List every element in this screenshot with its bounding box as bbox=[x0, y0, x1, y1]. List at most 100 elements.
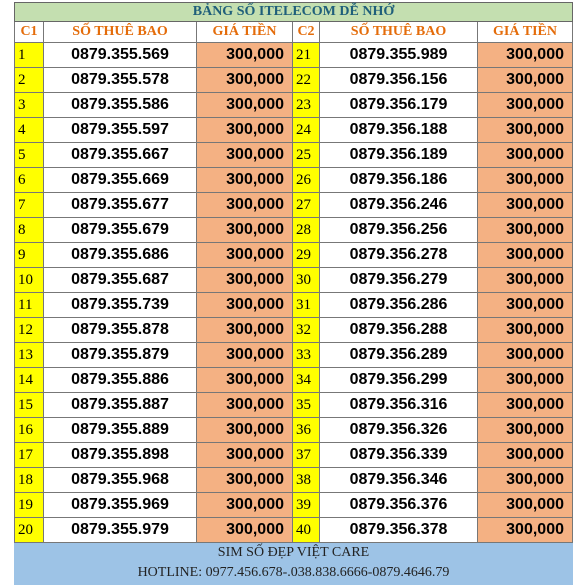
phone-number: 0879.355.586 bbox=[44, 93, 197, 118]
price: 300,000 bbox=[197, 43, 293, 68]
row-index: 33 bbox=[293, 343, 320, 368]
column-header: SỐ THUÊ BAO bbox=[320, 22, 478, 43]
phone-number: 0879.355.667 bbox=[44, 143, 197, 168]
price: 300,000 bbox=[478, 168, 573, 193]
row-index: 2 bbox=[14, 68, 44, 93]
column-header: GIÁ TIỀN bbox=[197, 22, 293, 43]
price: 300,000 bbox=[197, 168, 293, 193]
row-index: 7 bbox=[14, 193, 44, 218]
row-index: 15 bbox=[14, 393, 44, 418]
phone-number: 0879.355.569 bbox=[44, 43, 197, 68]
price: 300,000 bbox=[197, 93, 293, 118]
table-row: 2 0879.355.578 300,000 22 0879.356.156 300,00… bbox=[14, 68, 573, 93]
footer-line: SIM SỐ ĐẸP VIỆT CARE bbox=[217, 545, 370, 560]
table-row: 1 0879.355.569 300,000 21 0879.355.989 300,00… bbox=[14, 43, 573, 68]
phone-number: 0879.356.316 bbox=[320, 393, 478, 418]
row-index: 37 bbox=[293, 443, 320, 468]
price: 300,000 bbox=[197, 293, 293, 318]
price: 300,000 bbox=[478, 268, 573, 293]
table-row: 6 0879.355.669 300,000 26 0879.356.186 300,00… bbox=[14, 168, 573, 193]
phone-number: 0879.355.686 bbox=[44, 243, 197, 268]
phone-number: 0879.355.968 bbox=[44, 468, 197, 493]
price: 300,000 bbox=[197, 268, 293, 293]
price: 300,000 bbox=[197, 468, 293, 493]
table-row: 14 0879.355.886 300,000 34 0879.356.299 300,0… bbox=[14, 368, 573, 393]
price: 300,000 bbox=[478, 318, 573, 343]
phone-number: 0879.355.989 bbox=[320, 43, 478, 68]
price: 300,000 bbox=[478, 43, 573, 68]
row-index: 22 bbox=[293, 68, 320, 93]
table-row: 3 0879.355.586 300,000 23 0879.356.179 300,00… bbox=[14, 93, 573, 118]
table-row: 17 0879.355.898 300,000 37 0879.356.339 300,0… bbox=[14, 443, 573, 468]
table-row: 7 0879.355.677 300,000 27 0879.356.246 300,00… bbox=[14, 193, 573, 218]
phone-number: 0879.355.597 bbox=[44, 118, 197, 143]
row-index: 18 bbox=[14, 468, 44, 493]
row-index: 29 bbox=[293, 243, 320, 268]
phone-number: 0879.355.878 bbox=[44, 318, 197, 343]
row-index: 11 bbox=[14, 293, 44, 318]
phone-number: 0879.355.889 bbox=[44, 418, 197, 443]
footer-line: HOTLINE: 0977.456.678-.038.838.6666-0879… bbox=[137, 565, 450, 580]
price: 300,000 bbox=[478, 93, 573, 118]
phone-number: 0879.356.376 bbox=[320, 493, 478, 518]
column-header: C1 bbox=[14, 22, 44, 43]
column-header: C2 bbox=[293, 22, 320, 43]
phone-number: 0879.356.299 bbox=[320, 368, 478, 393]
phone-number: 0879.356.246 bbox=[320, 193, 478, 218]
row-index: 5 bbox=[14, 143, 44, 168]
row-index: 24 bbox=[293, 118, 320, 143]
price: 300,000 bbox=[478, 418, 573, 443]
table-row: 10 0879.355.687 300,000 30 0879.356.279 300,0… bbox=[14, 268, 573, 293]
table-row: 15 0879.355.887 300,000 35 0879.356.316 300,0… bbox=[14, 393, 573, 418]
price: 300,000 bbox=[478, 118, 573, 143]
row-index: 8 bbox=[14, 218, 44, 243]
price: 300,000 bbox=[197, 493, 293, 518]
phone-number: 0879.355.679 bbox=[44, 218, 197, 243]
row-index: 34 bbox=[293, 368, 320, 393]
phone-number: 0879.355.677 bbox=[44, 193, 197, 218]
price: 300,000 bbox=[197, 393, 293, 418]
phone-number: 0879.356.279 bbox=[320, 268, 478, 293]
phone-number: 0879.356.179 bbox=[320, 93, 478, 118]
price: 300,000 bbox=[197, 418, 293, 443]
header-row: C1 SỐ THUÊ BAO GIÁ TIỀN C2 SỐ THUÊ BAO GIÁ TI… bbox=[14, 22, 573, 43]
price: 300,000 bbox=[478, 393, 573, 418]
price: 300,000 bbox=[197, 368, 293, 393]
table-row: 11 0879.355.739 300,000 31 0879.356.286 300,0… bbox=[14, 293, 573, 318]
phone-number: 0879.356.278 bbox=[320, 243, 478, 268]
price: 300,000 bbox=[478, 518, 573, 543]
row-index: 12 bbox=[14, 318, 44, 343]
phone-number: 0879.356.288 bbox=[320, 318, 478, 343]
phone-number: 0879.355.898 bbox=[44, 443, 197, 468]
row-index: 38 bbox=[293, 468, 320, 493]
table-row: 9 0879.355.686 300,000 29 0879.356.278 300,00… bbox=[14, 243, 573, 268]
price: 300,000 bbox=[478, 68, 573, 93]
row-index: 1 bbox=[14, 43, 44, 68]
phone-number: 0879.356.156 bbox=[320, 68, 478, 93]
price: 300,000 bbox=[197, 343, 293, 368]
row-index: 30 bbox=[293, 268, 320, 293]
price: 300,000 bbox=[478, 293, 573, 318]
phone-number: 0879.355.687 bbox=[44, 268, 197, 293]
row-index: 6 bbox=[14, 168, 44, 193]
price: 300,000 bbox=[478, 243, 573, 268]
row-index: 17 bbox=[14, 443, 44, 468]
row-index: 35 bbox=[293, 393, 320, 418]
price: 300,000 bbox=[197, 443, 293, 468]
table-wrap: BẢNG SỐ ITELECOM DỄ NHỚ C1 SỐ THUÊ BAO GIÁ… bbox=[14, 2, 573, 543]
phone-number: 0879.356.186 bbox=[320, 168, 478, 193]
price: 300,000 bbox=[197, 143, 293, 168]
row-index: 36 bbox=[293, 418, 320, 443]
row-index: 32 bbox=[293, 318, 320, 343]
row-index: 31 bbox=[293, 293, 320, 318]
row-index: 9 bbox=[14, 243, 44, 268]
price: 300,000 bbox=[478, 193, 573, 218]
price: 300,000 bbox=[197, 68, 293, 93]
row-index: 21 bbox=[293, 43, 320, 68]
price: 300,000 bbox=[197, 118, 293, 143]
column-header: SỐ THUÊ BAO bbox=[44, 22, 197, 43]
table: C1 SỐ THUÊ BAO GIÁ TIỀN C2 SỐ THUÊ BAO GIÁ TI… bbox=[14, 22, 573, 543]
price: 300,000 bbox=[478, 218, 573, 243]
price: 300,000 bbox=[197, 193, 293, 218]
price: 300,000 bbox=[478, 468, 573, 493]
